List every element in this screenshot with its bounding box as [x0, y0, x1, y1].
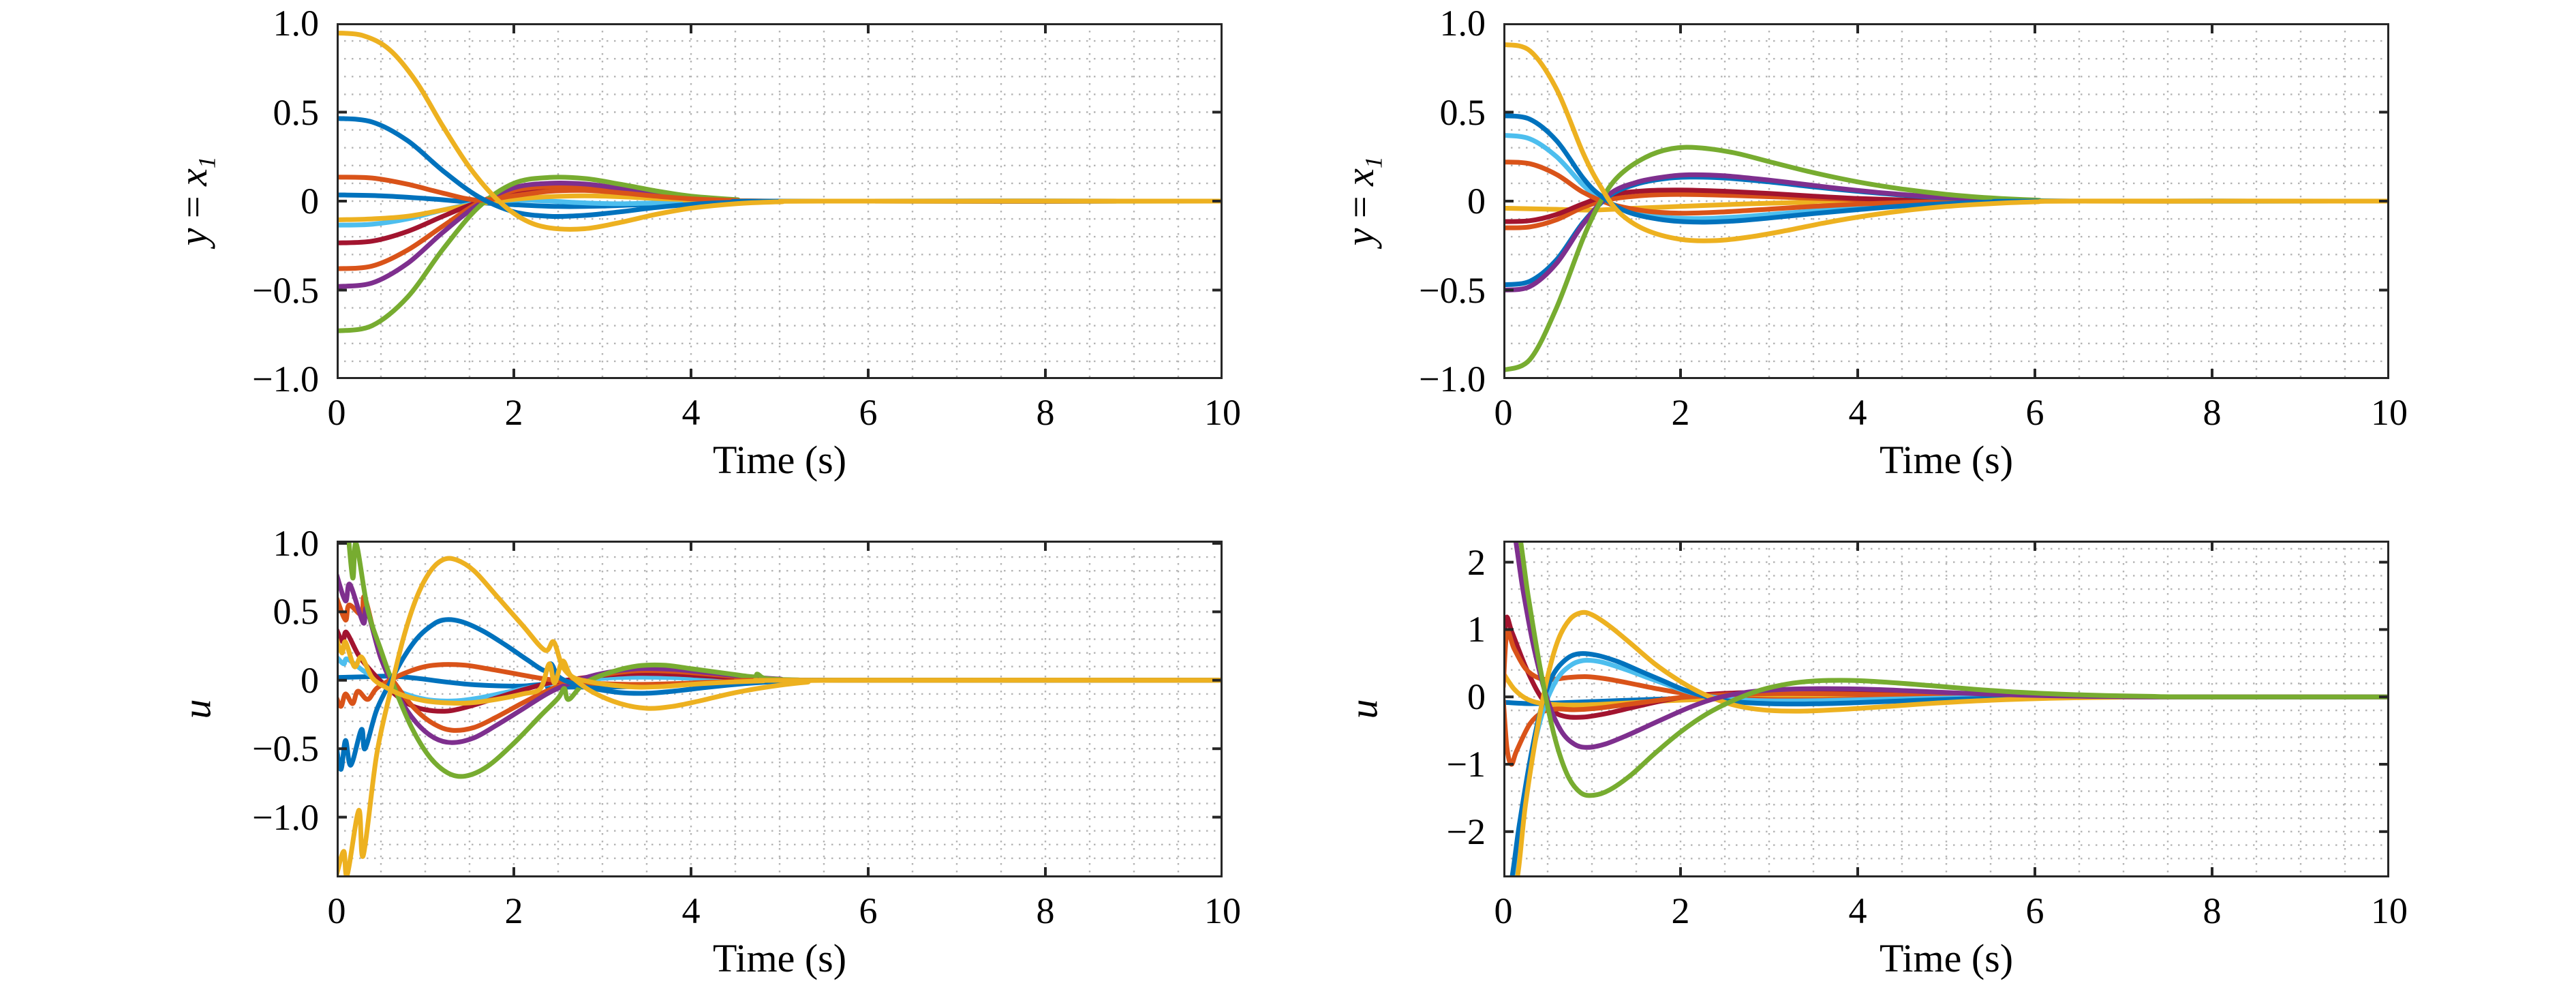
y-axis-label-wrap: u: [1326, 541, 1401, 877]
x-tick-label: 10: [2371, 890, 2408, 931]
axis-box: [337, 23, 1223, 379]
y-axis-label: u: [1341, 699, 1385, 719]
y-tick-label: 0.5: [273, 91, 320, 133]
y-tick-label: 1: [1467, 609, 1486, 650]
plot-canvas: [1503, 23, 2389, 379]
y-tick-label: −1: [1446, 744, 1486, 785]
x-axis-label: Time (s): [1879, 438, 2014, 482]
x-tick-label: 4: [681, 392, 701, 433]
x-tick-label: 0: [1494, 890, 1513, 931]
x-axis-label: Time (s): [1879, 936, 2014, 980]
y-axis-label-wrap: y = x1: [1326, 23, 1401, 379]
y-tick-label: 0.5: [1439, 91, 1486, 133]
y-tick-label: 0: [1467, 181, 1486, 222]
grid-lines: [337, 541, 1223, 877]
x-tick-label: 6: [2025, 890, 2044, 931]
series-line-ctrl-8: [1515, 609, 2389, 877]
series-line-ctrl-10: [1518, 541, 2389, 798]
y-tick-label: 1.0: [273, 523, 320, 564]
series-line-ctrl-5: [1503, 629, 2389, 702]
x-axis-label: Time (s): [712, 936, 847, 980]
plot-canvas: [1503, 541, 2389, 877]
axis-box: [1503, 23, 2389, 379]
y-tick-label: 2: [1467, 541, 1486, 583]
series-line-traj-10: [337, 30, 1223, 232]
x-tick-label: 6: [859, 392, 878, 433]
y-tick-label: 0.5: [273, 591, 320, 633]
plot-canvas: [337, 23, 1223, 379]
x-tick-label: 8: [2203, 392, 2222, 433]
x-tick-label: 8: [1036, 890, 1055, 931]
y-tick-label: −1.0: [1419, 359, 1486, 400]
x-tick-label: 0: [327, 392, 346, 433]
y-tick-label: 0: [301, 181, 319, 222]
y-tick-label: −1.0: [252, 796, 319, 838]
y-tick-label: −0.5: [252, 269, 319, 311]
y-axis-label: u: [174, 699, 219, 719]
x-tick-label: 8: [1036, 392, 1055, 433]
plot-output-right: 1.0 0.5 0 −0.5 −1.0 0 2 4 6 8 10 y = x1 Time (s): [1338, 5, 2408, 480]
y-tick-label: 0: [1467, 676, 1486, 718]
series-group: [1503, 541, 2389, 877]
series-group: [1503, 42, 2389, 373]
plot-control-left: 1.0 0.5 0 −0.5 −1.0 0 2 4 6 8 10 u Time (s): [174, 525, 1241, 978]
y-tick-label: −2: [1446, 811, 1486, 852]
x-tick-label: 10: [1204, 890, 1241, 931]
series-group: [337, 30, 1223, 333]
y-axis-label: y = x1: [171, 156, 221, 246]
series-line-traj-10: [1503, 42, 2389, 243]
y-axis-label: y = x1: [1338, 156, 1387, 246]
x-tick-label: 6: [859, 890, 878, 931]
series-group: [337, 541, 1223, 877]
y-tick-label: −0.5: [1419, 269, 1486, 311]
y-tick-label: −1.0: [252, 359, 319, 400]
y-tick-label: 0: [301, 659, 319, 701]
x-tick-label: 10: [2371, 392, 2408, 433]
y-tick-label: 1.0: [1439, 3, 1486, 44]
x-tick-label: 4: [1848, 890, 1867, 931]
grid-lines: [1503, 23, 2389, 379]
x-tick-label: 2: [504, 392, 523, 433]
plot-output-left: 1.0 0.5 0 −0.5 −1.0 0 2 4 6 8 10 y = x1 Time (s): [171, 5, 1241, 480]
x-tick-label: 0: [1494, 392, 1513, 433]
y-axis-label-wrap: u: [159, 541, 234, 877]
y-tick-label: −0.5: [252, 728, 319, 770]
axis-box: [1503, 541, 2389, 877]
x-tick-label: 0: [327, 890, 346, 931]
x-tick-label: 2: [504, 890, 523, 931]
series-line-ctrl-9: [337, 637, 1223, 706]
axis-box: [337, 541, 1223, 877]
x-tick-label: 4: [1848, 392, 1867, 433]
x-tick-label: 8: [2203, 890, 2222, 931]
grid-lines: [1503, 541, 2389, 877]
plot-canvas: [337, 541, 1223, 877]
y-tick-label: 1.0: [273, 3, 320, 44]
x-axis-label: Time (s): [712, 438, 847, 482]
series-line-ctrl-10: [337, 556, 1223, 877]
x-tick-label: 2: [1671, 890, 1690, 931]
y-axis-label-wrap: y = x1: [159, 23, 234, 379]
x-tick-label: 4: [681, 890, 701, 931]
x-tick-label: 10: [1204, 392, 1241, 433]
series-line-ctrl-5: [337, 572, 1223, 745]
plot-control-right: 2 1 0 −1 −2 0 2 4 6 8 10 u Time (s): [1341, 541, 2408, 978]
x-tick-label: 6: [2025, 392, 2044, 433]
x-tick-label: 2: [1671, 392, 1690, 433]
